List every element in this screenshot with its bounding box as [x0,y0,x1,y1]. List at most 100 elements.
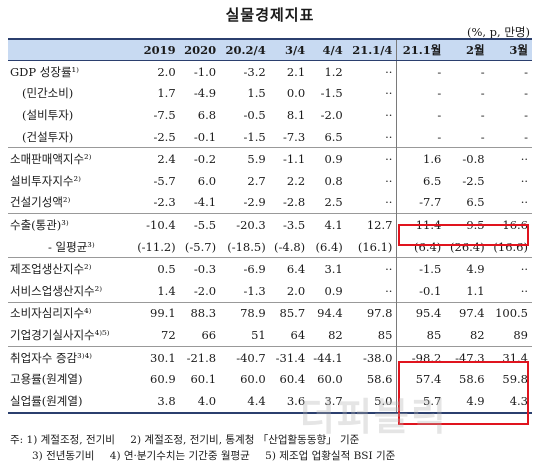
table-cell: (-18.5) [227,239,266,254]
table-row: 기업경기실사지수⁴⁾⁵⁾ 72 66 51 64 82 85 85 82 89 [8,324,532,347]
table-row: 제조업생산지수²⁾ 0.5 -0.3 -6.9 6.4 3.1 ·· -1.5 4.9 ·· [8,257,532,280]
table-row: 설비투자지수²⁾ -5.7 6.0 2.7 2.2 0.8 ·· 6.5 -2.5 ·· [8,169,532,192]
table-row: 소비자심리지수⁴⁾ 99.1 88.3 78.9 85.7 94.4 97.8 95.4 97.… [8,301,532,325]
table-cell: 6.5 [324,129,343,144]
table-cell: ·· [385,283,393,298]
table-cell: -3.5 [269,213,310,236]
table-cell: 2.7 [247,173,266,188]
table-cell: 78.9 [220,301,270,325]
table-cell: -2.9 [243,195,266,210]
table-row: (설비투자) -7.5 6.8 -0.5 8.1 -2.0 ·· - - - [8,104,532,126]
table-cell: 0.8 [324,173,343,188]
header-2019: 2019 [132,38,180,61]
header-q3: 3/4 [269,38,310,61]
header-q4: 4/4 [309,38,347,61]
table-cell: (6.4) [315,239,343,254]
table-cell: -1.5 [243,129,266,144]
table-row: 소매판매액지수²⁾ 2.4 -0.2 5.9 -1.1 0.9 ·· 1.6 -0.8 ·· [8,147,532,170]
table-cell: 97.4 [445,301,489,325]
table-cell: - [524,107,528,122]
table-row: (건설투자) -2.5 -0.1 -1.5 -7.3 6.5 ·· - - - [8,125,532,148]
table-cell: 2.5 [324,195,343,210]
table-cell: (-11.2) [137,239,176,254]
table-cell: 5.7 [396,389,446,414]
header-row: 2019 2020 20.2/4 3/4 4/4 21.1/4 21.1월 2월… [8,38,532,61]
table-cell: 82 [469,327,485,342]
table-cell: - [396,104,446,126]
table-cell: ·· [385,86,393,101]
table-cell: 57.4 [396,368,446,390]
footnote-line-2: 3) 전년동기비 4) 연·분기수치는 기간중 월평균 5) 제조업 업황실적 … [10,448,407,464]
table-cell: - [480,86,485,101]
table-cell: -44.1 [309,345,347,369]
table-cell: 0.9 [324,283,343,298]
row-label: 실업률(원계열) [8,389,132,414]
table-cell: -7.5 [153,107,176,122]
table-cell: 100.5 [488,301,532,325]
table-cell: 4.1 [309,213,347,236]
table-cell: - [396,125,446,148]
table-cell: - [524,86,528,101]
table-cell: 6.5 [466,195,485,210]
table-cell: 4.0 [179,389,221,414]
table-cell: ·· [520,283,528,298]
row-label: 수출(통관)³⁾ [8,213,132,236]
row-label: 설비투자지수²⁾ [10,173,81,188]
table-row: (민간소비) 1.7 -4.9 1.5 0.0 -1.5 ·· - - - [8,82,532,105]
row-label: 건설기성액²⁾ [10,195,71,210]
table-cell: 6.5 [396,169,446,192]
unit-label: (%, p, 만명) [466,25,530,39]
table-cell: - [480,64,485,79]
table-cell: -1.5 [396,257,446,280]
table-cell: -5.5 [179,213,221,236]
watermark-logo: 더퍼블릭 [300,395,448,439]
table-cell: 85 [377,327,393,342]
row-label: 소매판매액지수²⁾ [8,147,132,170]
table-cell: 3.7 [309,389,347,414]
table-cell: 60.9 [150,372,176,387]
table-cell: - [396,60,446,83]
table-cell: 3.6 [269,389,310,414]
header-21q1: 21.1/4 [346,38,397,61]
table-cell: 3.1 [309,257,347,280]
table-cell: -2.0 [193,283,217,298]
table-cell: 59.8 [502,372,528,387]
table-cell: 6.4 [269,257,310,280]
header-20q2: 20.2/4 [220,38,270,61]
table-cell: 5.0 [346,389,397,414]
table-cell: (26.4) [450,239,485,254]
table-cell: -2.5 [462,173,485,188]
table-cell: ·· [520,173,528,188]
table-cell: (16.1) [357,239,393,254]
row-label: 취업자수 증감³⁾⁴⁾ [8,345,132,369]
table-cell: -0.1 [193,129,217,144]
header-feb: 2월 [445,38,489,61]
table-cell: 85 [396,324,446,347]
table-cell: -31.4 [269,345,310,369]
table-cell: 1.5 [247,86,266,101]
table-cell: -38.0 [346,345,397,369]
table-cell: -1.3 [243,283,266,298]
table-cell: (-5.7) [184,239,217,254]
table-cell: (-4.8) [274,239,306,254]
table-cell: -0.2 [179,147,221,170]
table-cell: -20.3 [220,213,270,236]
header-2020: 2020 [179,38,221,61]
table-cell: 88.3 [179,301,221,325]
table-cell: 4.9 [445,257,489,280]
table-cell: 2.4 [132,147,180,170]
table-cell: ·· [520,195,528,210]
table-cell: 1.7 [157,86,176,101]
table-cell: 3.8 [132,389,180,414]
table-cell: ·· [488,257,532,280]
table-cell: ·· [346,257,397,280]
table-row: - 일평균³⁾ (-11.2) (-5.7) (-18.5) (-4.8) (6.4) (1… [8,235,532,258]
table-cell: 64 [290,327,306,342]
row-label: 제조업생산지수²⁾ [8,257,132,280]
economic-indicators-table: 2019 2020 20.2/4 3/4 4/4 21.1/4 21.1월 2월… [8,38,532,414]
table-cell: 85.7 [269,301,310,325]
table-cell: -4.9 [193,86,217,101]
table-cell: 2.0 [286,283,306,298]
table-cell: -0.3 [179,257,221,280]
table-cell: -4.1 [193,195,217,210]
